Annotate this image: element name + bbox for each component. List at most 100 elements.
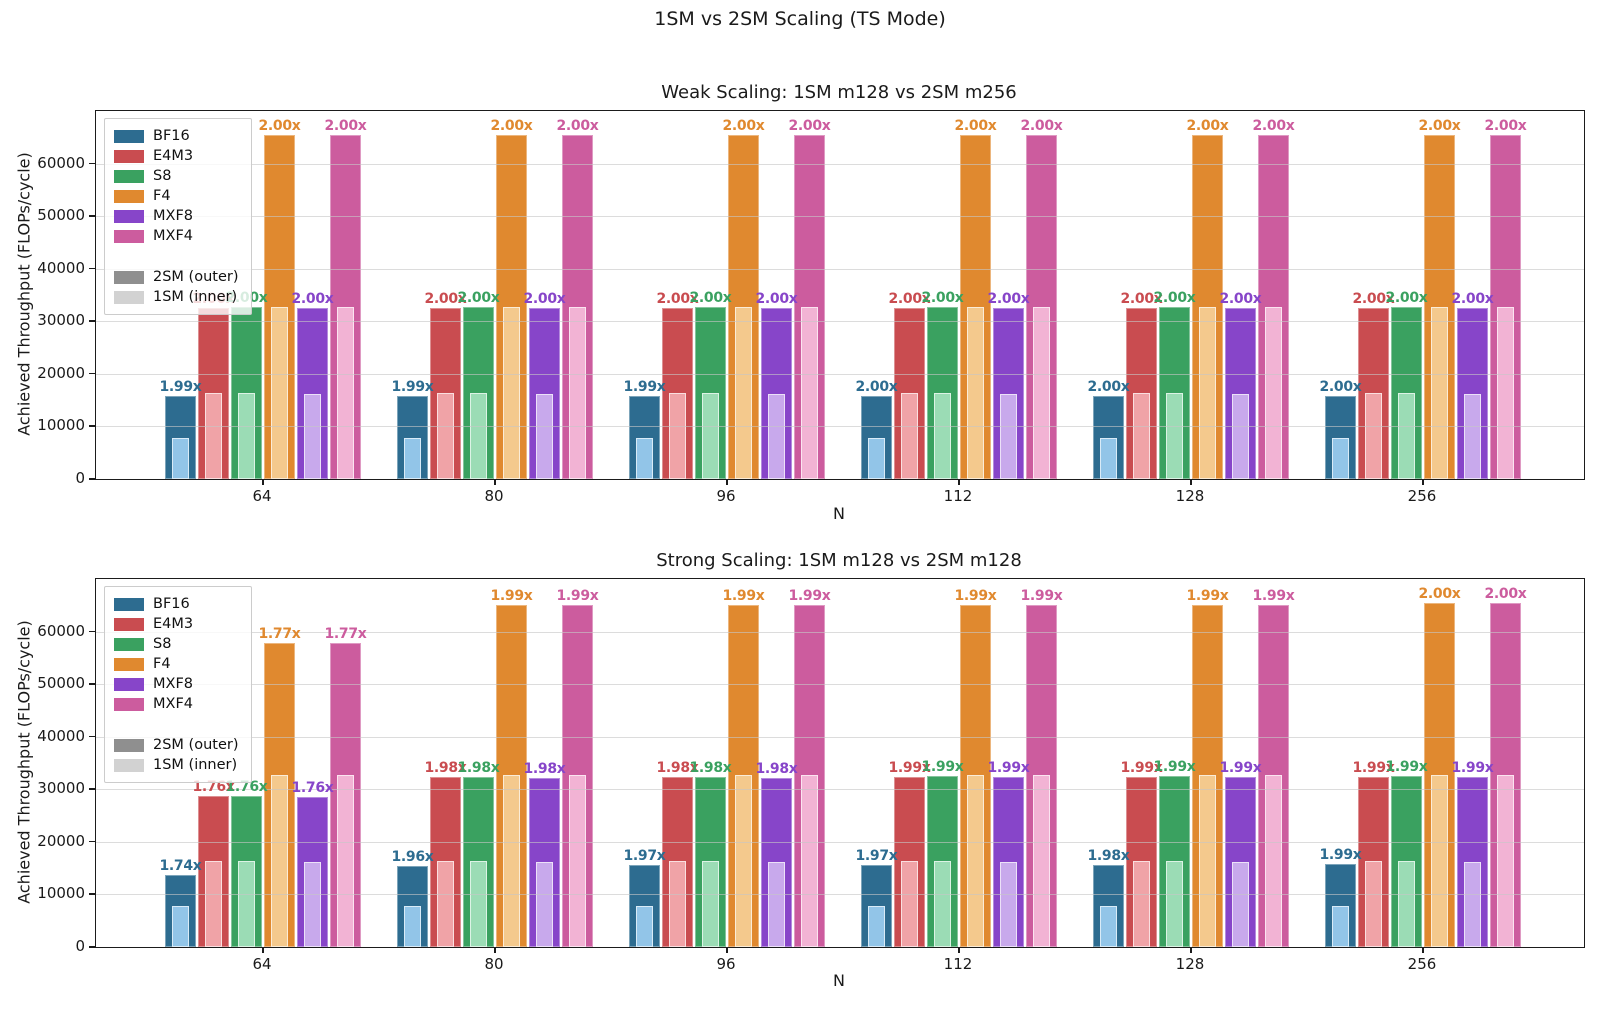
legend-item-BF16: BF16 <box>114 126 239 146</box>
legend-label-F4: F4 <box>153 188 171 204</box>
legend-item-MXF8: MXF8 <box>114 674 239 694</box>
bar-MXF4-64-2sm <box>330 135 361 479</box>
x-axis-label-weak: N <box>833 504 845 523</box>
legend-swatch-2sm-outer <box>114 738 144 752</box>
bar-S8-80-1sm <box>470 861 487 947</box>
annotation-BF16-64: 1.74x <box>159 857 202 874</box>
bar-MXF8-80-1sm <box>536 861 553 947</box>
bar-BF16-256-2sm <box>1325 395 1356 479</box>
bar-MXF4-128-1sm <box>1265 775 1282 947</box>
y-tick-mark <box>89 320 95 322</box>
legend-label-1sm-inner: 1SM (inner) <box>153 289 238 305</box>
bar-S8-96-1sm <box>702 393 719 479</box>
y-tick-mark <box>89 788 95 790</box>
bar-S8-128-1sm <box>1166 393 1183 479</box>
y-tick-mark <box>89 162 95 165</box>
legend-swatch-MXF4 <box>114 697 144 711</box>
annotation-MXF4-256: 2.00x <box>1484 586 1527 603</box>
bar-MXF4-112-1sm <box>1033 775 1050 947</box>
bar-E4M3-64-1sm <box>205 393 222 479</box>
y-tick-mark <box>89 893 95 895</box>
x-tick-label-96: 96 <box>716 487 736 505</box>
legend-item-S8: S8 <box>114 166 239 186</box>
y-tick-label-0: 0 <box>75 937 85 955</box>
bar-BF16-112-1sm <box>868 905 885 947</box>
x-tick-mark <box>262 480 264 485</box>
x-tick-label-80: 80 <box>484 955 504 973</box>
annotation-BF16-80: 1.99x <box>391 379 434 396</box>
bar-MXF8-256-1sm <box>1464 861 1481 947</box>
legend-swatch-MXF4 <box>114 229 144 243</box>
gridline-40000 <box>96 268 1584 270</box>
annotation-MXF4-256: 2.00x <box>1484 118 1527 135</box>
x-tick-mark <box>726 948 728 953</box>
annotation-E4M3-96: 2.00x <box>656 290 699 307</box>
annotation-E4M3-64: 1.76x <box>192 779 235 796</box>
annotation-F4-80: 1.99x <box>490 587 533 604</box>
annotation-MXF8-96: 2.00x <box>755 291 798 307</box>
x-tick-label-112: 112 <box>943 487 973 505</box>
bar-F4-128-1sm <box>1199 775 1216 947</box>
bar-F4-256-1sm <box>1431 307 1448 479</box>
x-tick-mark <box>1422 480 1424 485</box>
annotation-MXF4-80: 2.00x <box>556 118 599 135</box>
annotation-E4M3-128: 1.99x <box>1120 759 1163 776</box>
bar-BF16-64-1sm <box>172 905 189 947</box>
legend-item-F4: F4 <box>114 654 239 674</box>
bar-BF16-64-2sm <box>165 874 196 947</box>
gridline-50000 <box>96 216 1584 218</box>
annotation-E4M3-256: 1.99x <box>1352 759 1395 776</box>
annotation-E4M3-112: 2.00x <box>888 290 931 307</box>
legend-swatch-MXF8 <box>114 677 144 691</box>
annotation-MXF8-64: 1.76x <box>291 779 334 796</box>
bar-F4-256-1sm <box>1431 775 1448 947</box>
y-tick-mark <box>89 215 95 217</box>
annotation-MXF8-112: 1.99x <box>987 759 1030 776</box>
legend-item-MXF4: MXF4 <box>114 226 239 246</box>
bar-F4-112-1sm <box>967 307 984 479</box>
legend-label-S8: S8 <box>153 636 172 652</box>
annotation-MXF8-256: 1.99x <box>1451 759 1494 776</box>
bar-BF16-256-1sm <box>1332 437 1349 479</box>
legend-swatch-F4 <box>114 189 144 203</box>
legend-item-MXF8: MXF8 <box>114 206 239 226</box>
annotation-MXF4-96: 1.99x <box>788 587 831 604</box>
x-tick-mark <box>1422 948 1424 953</box>
legend-label-MXF8: MXF8 <box>153 208 194 224</box>
y-tick-mark <box>89 425 95 427</box>
y-tick-label-20000: 20000 <box>37 363 85 382</box>
x-tick-label-96: 96 <box>716 955 736 973</box>
bar-S8-128-1sm <box>1166 861 1183 947</box>
annotation-MXF4-64: 1.77x <box>324 625 367 642</box>
annotation-MXF8-80: 2.00x <box>523 291 566 307</box>
legend-label-MXF8: MXF8 <box>153 676 194 692</box>
bar-E4M3-128-1sm <box>1133 393 1150 479</box>
bar-F4-112-1sm <box>967 775 984 947</box>
bar-F4-80-1sm <box>503 307 520 479</box>
annotation-BF16-96: 1.97x <box>623 848 666 865</box>
bar-MXF4-128-1sm <box>1265 307 1282 479</box>
x-tick-label-112: 112 <box>943 955 973 973</box>
annotation-E4M3-112: 1.99x <box>888 759 931 776</box>
annotation-S8-128: 1.99x <box>1153 759 1196 776</box>
annotation-BF16-64: 1.99x <box>159 379 202 396</box>
annotation-F4-96: 1.99x <box>722 587 765 604</box>
annotation-BF16-256: 1.99x <box>1319 847 1362 864</box>
annotation-MXF4-128: 1.99x <box>1252 587 1295 604</box>
bar-BF16-112-1sm <box>868 437 885 479</box>
bar-BF16-256-1sm <box>1332 905 1349 947</box>
bar-MXF8-80-1sm <box>536 393 553 479</box>
legend-label-F4: F4 <box>153 656 171 672</box>
annotation-BF16-256: 2.00x <box>1319 378 1362 395</box>
x-tick-mark <box>726 480 728 485</box>
bar-BF16-96-1sm <box>636 437 653 479</box>
annotation-S8-256: 2.00x <box>1385 290 1428 307</box>
annotation-S8-64: 1.76x <box>225 779 268 795</box>
annotation-BF16-80: 1.96x <box>391 848 434 865</box>
legend-label-S8: S8 <box>153 168 172 184</box>
bar-MXF4-112-1sm <box>1033 307 1050 479</box>
annotation-MXF8-256: 2.00x <box>1451 291 1494 307</box>
bar-S8-96-1sm <box>702 861 719 947</box>
bar-MXF4-256-1sm <box>1497 775 1514 947</box>
bar-S8-256-1sm <box>1398 861 1415 947</box>
